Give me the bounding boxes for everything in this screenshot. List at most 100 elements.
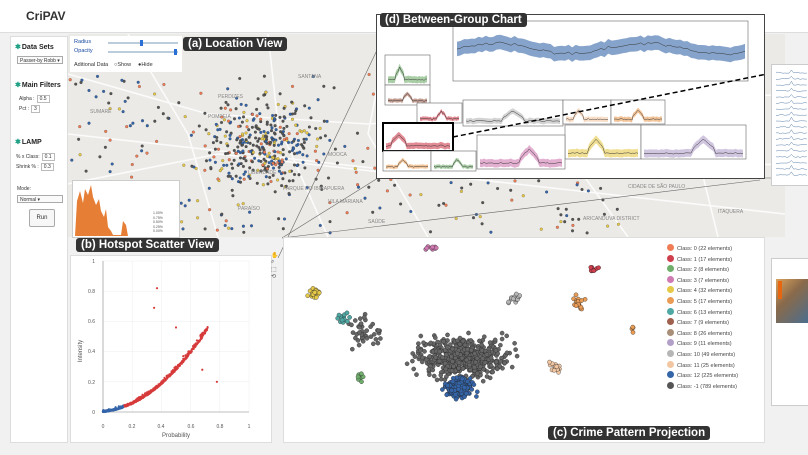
- projection-point: [416, 342, 420, 346]
- pan-icon[interactable]: ✋: [271, 252, 281, 259]
- scatter-point: [175, 326, 177, 328]
- scatter-point: [198, 340, 200, 342]
- projection-point: [489, 364, 493, 368]
- legend-swatch: [667, 361, 674, 368]
- projection-point: [345, 311, 349, 315]
- projection-point: [472, 365, 476, 369]
- projection-point: [361, 339, 365, 343]
- x-tick: 0.8: [217, 424, 224, 430]
- legend-item[interactable]: Class: -1 (789 elements): [667, 382, 738, 393]
- legend-item[interactable]: Class: 12 (225 elements): [667, 371, 738, 382]
- projection-point: [458, 342, 462, 346]
- projection-point: [425, 246, 429, 250]
- scatter-plot[interactable]: 0 0.2 0.4 0.6 0.8 1 0 0.2 0.4 0.6 0.8 1 …: [71, 256, 271, 442]
- legend-item[interactable]: Class: 6 (13 elements): [667, 308, 738, 319]
- projection-plot[interactable]: [284, 238, 664, 442]
- projection-point: [488, 341, 492, 345]
- projection-point: [491, 370, 495, 374]
- projection-point: [494, 360, 498, 364]
- legend-label: Class: 7 (9 elements): [677, 320, 729, 326]
- scatter-point: [187, 350, 189, 352]
- side-panel-bottom: [771, 258, 808, 406]
- projection-point: [405, 362, 409, 366]
- projection-point: [472, 383, 476, 387]
- scatter-point: [140, 397, 142, 399]
- projection-point: [449, 354, 453, 358]
- legend-item[interactable]: Class: 8 (26 elements): [667, 329, 738, 340]
- projection-point: [457, 366, 461, 370]
- between-group-chart[interactable]: [377, 15, 764, 178]
- scatter-point: [171, 373, 173, 375]
- projection-point: [515, 354, 519, 358]
- projection-point: [468, 363, 472, 367]
- sparkline: [776, 81, 807, 85]
- projection-point: [410, 359, 414, 363]
- projection-point: [455, 352, 459, 356]
- projection-point: [445, 393, 449, 397]
- projection-point: [597, 266, 601, 270]
- legend-label: Class: 1 (17 elements): [677, 257, 732, 263]
- reset-icon[interactable]: ⟲: [271, 273, 281, 280]
- legend-item[interactable]: Class: 2 (8 elements): [667, 265, 738, 276]
- sparkline: [776, 172, 807, 176]
- legend-item[interactable]: Class: 4 (32 elements): [667, 286, 738, 297]
- projection-point: [420, 360, 424, 364]
- projection-point: [359, 380, 363, 384]
- projection-point: [463, 343, 467, 347]
- projection-point: [547, 360, 551, 364]
- y-tick: 0.6: [88, 319, 95, 325]
- legend-swatch: [667, 244, 674, 251]
- projection-point: [631, 330, 635, 334]
- projection-point: [446, 383, 450, 387]
- select-icon[interactable]: ⬚: [271, 266, 281, 273]
- legend-item[interactable]: Class: 10 (49 elements): [667, 350, 738, 361]
- projection-point: [460, 356, 464, 360]
- sparkline: [776, 95, 807, 98]
- sparkline: [776, 70, 807, 73]
- zoom-icon[interactable]: ⌕: [271, 259, 281, 266]
- projection-point: [437, 359, 441, 363]
- scatter-point: [152, 389, 154, 391]
- projection-point: [431, 368, 435, 372]
- legend-item[interactable]: Class: 0 (22 elements): [667, 244, 738, 255]
- projection-point: [580, 298, 584, 302]
- projection-point: [435, 340, 439, 344]
- projection-point: [444, 367, 448, 371]
- legend-item[interactable]: Class: 1 (17 elements): [667, 255, 738, 266]
- projection-point: [350, 347, 354, 351]
- legend-item[interactable]: Class: 3 (7 elements): [667, 276, 738, 287]
- scatter-point: [154, 386, 156, 388]
- legend-item[interactable]: Class: 5 (17 elements): [667, 297, 738, 308]
- legend-label: Class: 2 (8 elements): [677, 267, 729, 273]
- sparkline: [776, 154, 807, 157]
- scatter-point: [113, 409, 115, 411]
- projection-point: [511, 297, 515, 301]
- projection-point: [411, 351, 415, 355]
- x-tick: 0.6: [188, 424, 195, 430]
- projection-point: [427, 367, 431, 371]
- legend-item[interactable]: Class: 11 (25 elements): [667, 361, 738, 372]
- scatter-point: [108, 410, 110, 412]
- scatter-point: [173, 370, 175, 372]
- sparkline: [776, 130, 807, 134]
- legend-item[interactable]: Class: 9 (11 elements): [667, 339, 738, 350]
- legend-label: Class: 8 (26 elements): [677, 331, 732, 337]
- projection-point: [348, 315, 352, 319]
- y-tick: 0.4: [88, 349, 95, 355]
- hotspot-scatter-panel: 0 0.2 0.4 0.6 0.8 1 0 0.2 0.4 0.6 0.8 1 …: [70, 255, 272, 443]
- scatter-point: [193, 348, 195, 350]
- projection-panel: Class: 0 (22 elements) Class: 1 (17 eleme…: [283, 237, 765, 443]
- scatter-point: [153, 307, 155, 309]
- y-axis-label: Intensity: [78, 340, 84, 362]
- projection-point: [475, 371, 479, 375]
- projection-point: [432, 374, 436, 378]
- legend-item[interactable]: Class: 7 (9 elements): [667, 318, 738, 329]
- projection-point: [474, 394, 478, 398]
- legend-swatch: [667, 265, 674, 272]
- projection-point: [485, 353, 489, 357]
- projection-view-tag: (c) Crime Pattern Projection: [548, 426, 710, 440]
- sparkline: [776, 106, 807, 109]
- legend-label: Class: 11 (25 elements): [677, 363, 735, 369]
- scatter-point: [121, 406, 123, 408]
- projection-point: [456, 387, 460, 391]
